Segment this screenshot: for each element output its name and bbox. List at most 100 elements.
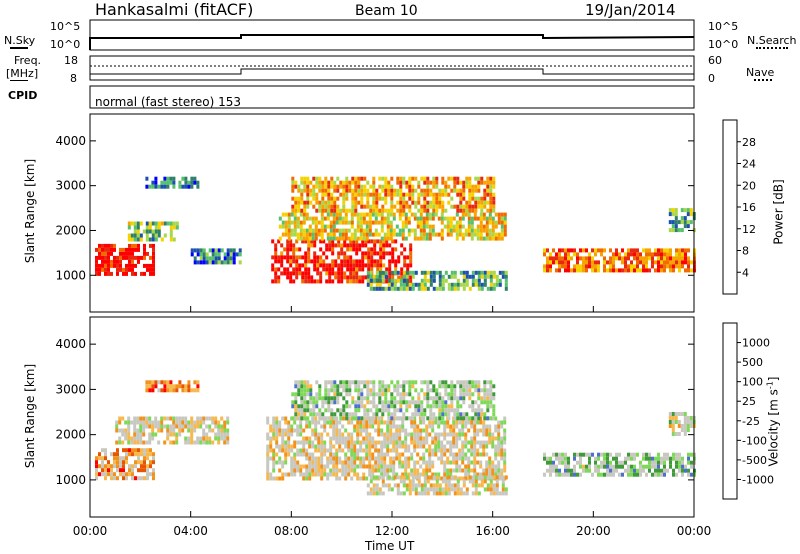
velocity-echo-cell (133, 440, 137, 445)
velocity-echo-cell (305, 424, 309, 429)
velocity-echo-cell (423, 479, 427, 484)
power-echo-cell (336, 208, 340, 213)
power-echo-cell (205, 260, 209, 265)
power-echo-cell (428, 216, 432, 221)
velocity-echo-cell (396, 475, 400, 480)
velocity-echo-cell (297, 408, 301, 413)
velocity-echo-cell (411, 475, 415, 480)
velocity-echo-cell (603, 456, 606, 461)
velocity-echo-cell (438, 380, 442, 385)
power-echo-cell (459, 180, 463, 185)
power-echo-cell (107, 259, 110, 264)
velocity-echo-cell (402, 483, 406, 488)
velocity-echo-cell (441, 416, 445, 421)
power-colorbar-frame (722, 119, 738, 295)
velocity-echo-cell (178, 384, 182, 389)
power-echo-cell (432, 200, 436, 205)
power-echo-cell (356, 216, 360, 221)
power-echo-cell (594, 260, 597, 265)
velocity-echo-cell (284, 420, 288, 425)
power-echo-cell (146, 263, 149, 268)
power-echo-cell (369, 192, 373, 197)
power-echo-cell (324, 188, 328, 193)
power-echo-cell (190, 252, 194, 257)
velocity-echo-cell (332, 460, 336, 465)
power-echo-cell (579, 248, 582, 253)
power-echo-cell (648, 256, 651, 261)
velocity-echo-cell (311, 444, 315, 449)
velocity-echo-cell (395, 452, 399, 457)
velocity-echo-cell (630, 452, 633, 457)
velocity-echo-cell (196, 436, 200, 441)
velocity-echo-cell (338, 476, 342, 481)
velocity-echo-cell (356, 436, 360, 441)
velocity-echo-cell (465, 487, 469, 492)
power-echo-cell (431, 216, 435, 221)
power-echo-cell (98, 255, 101, 260)
velocity-echo-cell (459, 412, 463, 417)
velocity-echo-cell (461, 440, 465, 445)
power-echo-cell (295, 275, 299, 280)
velocity-echo-cell (299, 472, 303, 477)
velocity-echo-cell (417, 483, 421, 488)
velocity-echo-cell (438, 404, 442, 409)
power-echo-cell (223, 260, 227, 265)
velocity-echo-cell (356, 472, 360, 477)
power-echo-cell (437, 216, 441, 221)
power-echo-cell (287, 216, 291, 221)
power-echo-cell (489, 188, 493, 193)
velocity-echo-cell (495, 479, 499, 484)
velocity-echo-cell (681, 456, 684, 461)
velocity-echo-cell (567, 460, 570, 465)
power-echo-cell (446, 220, 450, 225)
power-colorbar-tick-label: 24 (742, 158, 756, 171)
power-echo-cell (217, 252, 221, 257)
velocity-echo-cell (561, 460, 564, 465)
power-echo-cell (300, 180, 304, 185)
power-echo-cell (304, 251, 308, 256)
velocity-echo-cell (462, 483, 466, 488)
power-echo-cell (461, 232, 465, 237)
velocity-echo-cell (462, 400, 466, 405)
velocity-echo-cell (130, 420, 134, 425)
power-echo-cell (385, 267, 389, 272)
power-echo-cell (172, 225, 176, 230)
power-echo-cell (483, 204, 487, 209)
velocity-echo-cell (272, 468, 276, 473)
velocity-echo-cell (636, 468, 639, 473)
power-echo-cell (316, 263, 320, 268)
power-echo-cell (110, 271, 113, 276)
power-echo-cell (423, 286, 427, 291)
velocity-echo-cell (435, 404, 439, 409)
velocity-echo-cell (420, 483, 424, 488)
velocity-echo-cell (371, 424, 375, 429)
velocity-echo-cell (134, 448, 137, 453)
power-echo-cell (321, 180, 325, 185)
velocity-echo-cell (332, 420, 336, 425)
power-echo-cell (386, 216, 390, 221)
velocity-echo-cell (485, 472, 489, 477)
power-echo-cell (411, 270, 415, 275)
power-echo-cell (369, 274, 373, 279)
power-echo-cell (684, 252, 687, 257)
power-echo-cell (459, 188, 463, 193)
velocity-echo-cell (389, 468, 393, 473)
velocity-echo-cell (555, 452, 558, 457)
power-echo-cell (492, 192, 496, 197)
power-echo-cell (485, 236, 489, 241)
power-echo-cell (474, 278, 478, 283)
power-echo-cell (441, 282, 445, 287)
velocity-echo-cell (372, 487, 376, 492)
velocity-echo-cell (398, 456, 402, 461)
velocity-echo-cell (128, 448, 131, 453)
velocity-echo-cell (330, 380, 334, 385)
power-echo-cell (555, 268, 558, 273)
power-echo-cell (304, 259, 308, 264)
velocity-echo-cell (651, 460, 654, 465)
velocity-echo-cell (402, 396, 406, 401)
power-echo-cell (318, 180, 322, 185)
velocity-echo-cell (428, 448, 432, 453)
velocity-echo-cell (429, 408, 433, 413)
velocity-echo-cell (645, 456, 648, 461)
velocity-echo-cell (365, 452, 369, 457)
